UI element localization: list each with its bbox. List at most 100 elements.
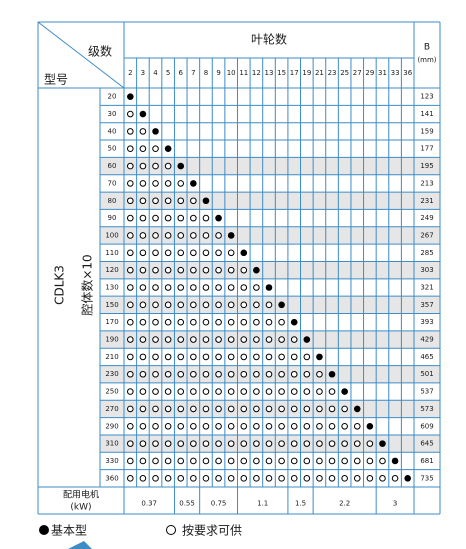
- optional-dot: [202, 440, 210, 447]
- optional-dot: [303, 422, 311, 430]
- optional-dot: [240, 422, 248, 430]
- optional-dot: [227, 475, 235, 482]
- optional-dot: [127, 457, 134, 465]
- optional-dot: [328, 388, 336, 395]
- optional-dot: [391, 475, 399, 482]
- optional-dot: [227, 457, 235, 465]
- optional-dot: [366, 440, 374, 447]
- optional-dot: [164, 422, 172, 430]
- optional-dot: [127, 370, 134, 378]
- optional-dot: [139, 370, 147, 378]
- optional-dot: [164, 249, 172, 257]
- optional-dot: [227, 405, 235, 413]
- optional-dot: [202, 370, 210, 378]
- optional-dot: [139, 284, 147, 291]
- optional-dot: [190, 266, 197, 274]
- row-label: 290: [105, 422, 118, 430]
- header-stages: 级数: [88, 44, 112, 59]
- optional-dot: [139, 475, 147, 482]
- optional-dot: [303, 405, 311, 413]
- optional-dot: [127, 266, 134, 274]
- optional-dot: [278, 336, 285, 343]
- optional-dot: [215, 457, 222, 465]
- basic-dot: [164, 145, 172, 153]
- optional-dot: [227, 422, 235, 430]
- basic-dot: [177, 162, 185, 170]
- optional-dot: [215, 440, 222, 447]
- optional-dot: [139, 180, 147, 187]
- column-label: 2: [128, 69, 132, 77]
- optional-dot: [303, 475, 311, 482]
- optional-dot: [127, 110, 134, 118]
- b-value: 681: [420, 457, 433, 465]
- row-label: 330: [105, 457, 118, 465]
- column-label: 15: [277, 69, 286, 77]
- optional-dot: [139, 145, 147, 153]
- optional-dot: [164, 232, 172, 239]
- optional-dot: [190, 336, 197, 343]
- column-label: 19: [302, 69, 311, 77]
- legend-optional: 按要求可供: [182, 524, 242, 538]
- optional-dot: [227, 266, 235, 274]
- optional-dot: [265, 405, 273, 413]
- optional-dot: [152, 301, 159, 309]
- optional-dot: [316, 405, 323, 413]
- b-value: 123: [420, 93, 433, 101]
- motor-power: 2.2: [339, 500, 350, 508]
- row-label: 40: [108, 127, 117, 135]
- optional-dot: [265, 301, 273, 309]
- optional-dot: [177, 440, 185, 447]
- optional-dot: [139, 440, 147, 447]
- column-label: 8: [204, 69, 208, 77]
- optional-dot: [202, 388, 210, 395]
- optional-dot: [341, 422, 348, 430]
- optional-dot: [265, 388, 273, 395]
- optional-dot: [366, 457, 374, 465]
- optional-dot: [240, 266, 248, 274]
- optional-dot: [177, 353, 185, 361]
- row-shade: [100, 261, 440, 279]
- row-label: 70: [108, 179, 117, 187]
- optional-dot: [139, 388, 147, 395]
- optional-dot: [215, 284, 222, 291]
- b-value: 357: [420, 301, 433, 309]
- optional-dot: [227, 353, 235, 361]
- decor-arrow: [68, 541, 92, 549]
- optional-dot: [152, 197, 159, 205]
- optional-dot: [328, 405, 336, 413]
- optional-dot: [227, 249, 235, 257]
- optional-dot: [127, 145, 134, 153]
- optional-dot: [152, 336, 159, 343]
- column-label: 29: [365, 69, 374, 77]
- optional-dot: [164, 440, 172, 447]
- optional-dot: [215, 266, 222, 274]
- optional-dot: [265, 318, 273, 326]
- optional-dot: [227, 318, 235, 326]
- optional-dot: [152, 162, 159, 170]
- optional-dot: [127, 301, 134, 309]
- row-label: 170: [105, 318, 118, 326]
- optional-dot: [139, 197, 147, 205]
- row-label: 270: [105, 405, 118, 413]
- column-label: 4: [153, 69, 158, 77]
- optional-dot: [303, 388, 311, 395]
- optional-dot: [316, 440, 323, 447]
- optional-dot: [127, 405, 134, 413]
- optional-dot: [152, 422, 159, 430]
- optional-dot: [177, 405, 185, 413]
- b-value: 231: [420, 197, 433, 205]
- optional-dot: [215, 301, 222, 309]
- optional-dot: [127, 336, 134, 343]
- optional-dot: [316, 457, 323, 465]
- optional-dot: [164, 266, 172, 274]
- basic-dot: [253, 266, 260, 274]
- b-value: 285: [420, 249, 433, 257]
- optional-dot: [139, 266, 147, 274]
- row-shade: [100, 192, 440, 210]
- optional-dot: [253, 440, 260, 447]
- optional-dot: [253, 284, 260, 291]
- optional-dot: [202, 336, 210, 343]
- optional-dot: [240, 475, 248, 482]
- column-label: 6: [179, 69, 184, 77]
